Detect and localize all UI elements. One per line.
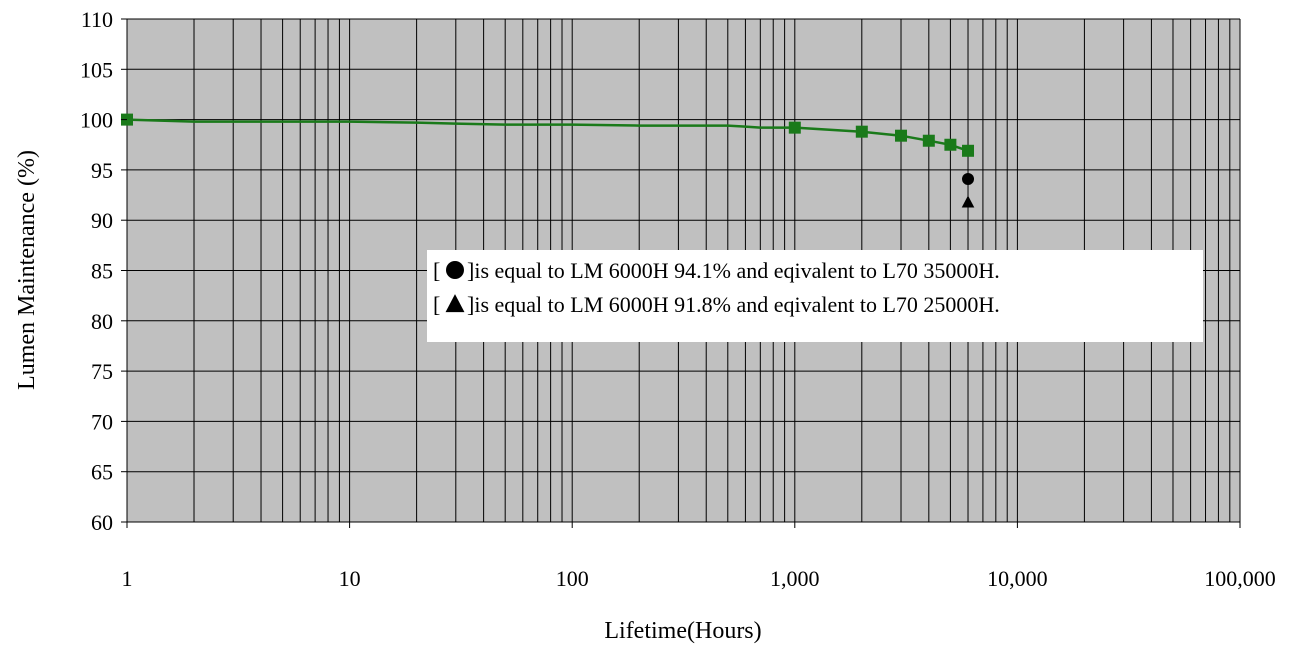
y-tick-label: 60: [91, 510, 113, 535]
series-marker-square: [895, 129, 908, 142]
grid-lines: [126, 18, 1241, 523]
series-marker-square: [962, 144, 975, 157]
y-tick-label: 95: [91, 158, 113, 183]
legend-entry-text: ]is equal to LM 6000H 91.8% and eqivalen…: [467, 292, 1000, 317]
y-tick-label: 80: [91, 309, 113, 334]
x-tick-label: 10: [339, 566, 361, 591]
x-tick-label: 1,000: [770, 566, 820, 591]
legend: [ ]is equal to LM 6000H 94.1% and eqivale…: [427, 250, 1203, 342]
legend-bracket: [: [433, 258, 440, 283]
y-axis-ticks: 60 65 70 75 80 85 90 95 100 105 110: [80, 7, 127, 535]
x-tick-label: 10,000: [987, 566, 1048, 591]
triangle-marker: [445, 294, 465, 313]
y-tick-label: 90: [91, 208, 113, 233]
x-tick-label: 1: [122, 566, 133, 591]
series-marker-square: [788, 121, 801, 134]
y-tick-label: 65: [91, 460, 113, 485]
x-axis-ticks: 1 10 100 1,000 10,000 100,000: [122, 522, 1276, 591]
legend-bracket: [: [433, 292, 440, 317]
x-axis-title: Lifetime(Hours): [604, 618, 761, 644]
series-marker-square: [855, 125, 868, 138]
circle-marker: [962, 172, 975, 185]
triangle-marker: [961, 195, 975, 208]
series-marker-square: [922, 134, 935, 147]
circle-marker: [446, 261, 464, 279]
y-tick-label: 105: [80, 57, 113, 82]
y-tick-label: 75: [91, 359, 113, 384]
y-axis-title: Lumen Maintenance (%): [14, 150, 40, 390]
x-tick-label: 100: [556, 566, 589, 591]
annotation-layer: [961, 172, 975, 208]
series-marker-square: [944, 138, 957, 151]
legend-entry-text: ]is equal to LM 6000H 94.1% and eqivalen…: [467, 258, 1000, 283]
y-tick-label: 85: [91, 259, 113, 284]
legend-box: [427, 250, 1203, 342]
x-tick-label: 100,000: [1204, 566, 1276, 591]
y-tick-label: 110: [81, 7, 113, 32]
y-tick-label: 100: [80, 108, 113, 133]
y-tick-label: 70: [91, 409, 113, 434]
